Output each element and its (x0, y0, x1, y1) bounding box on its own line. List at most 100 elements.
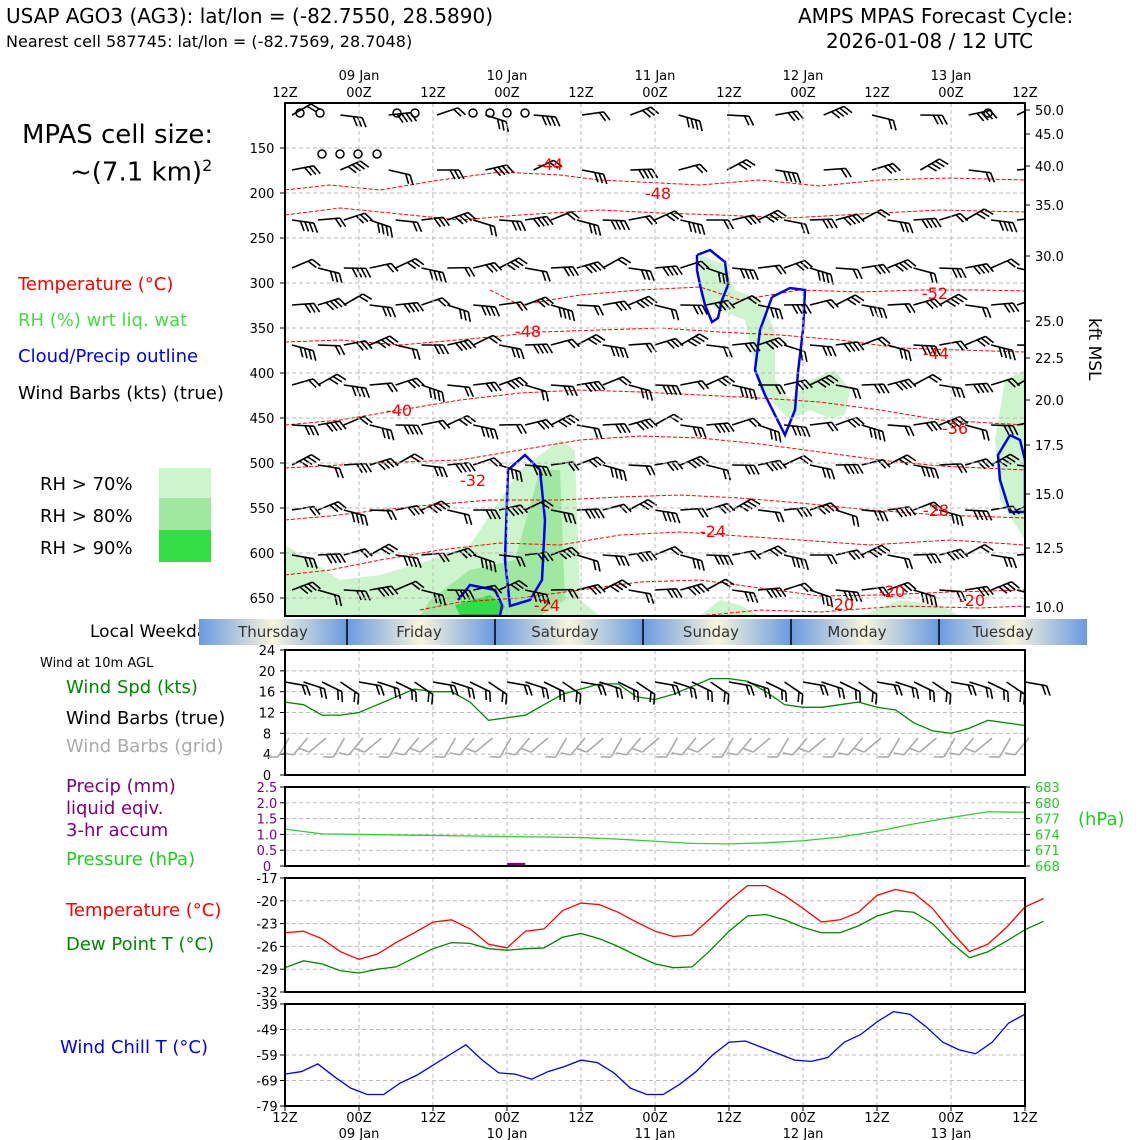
wind-barb-grid (600, 737, 623, 758)
barb-feather (770, 461, 779, 471)
wind-barb (678, 114, 703, 132)
wind-barb-true (987, 681, 1010, 702)
barb-feather (797, 691, 800, 703)
barb-feather (442, 419, 451, 429)
barb-feather (1024, 422, 1025, 432)
barb-feather (765, 341, 775, 350)
wind-barb (473, 424, 499, 440)
barb-staff (932, 681, 952, 695)
barb-feather (544, 499, 554, 507)
barb-feather (558, 420, 568, 428)
y-tick-label: 600 (250, 547, 275, 562)
barb-feather (779, 512, 785, 523)
barb-feather (428, 387, 433, 399)
barb-feather (830, 469, 836, 480)
barb-feather (407, 556, 413, 567)
top-hour-label: 00Z (494, 86, 520, 101)
wind-barb-grid (822, 737, 845, 758)
barb-feather (778, 432, 782, 443)
top-hour-label: 00Z (938, 86, 964, 101)
barb-feather (467, 211, 477, 220)
barb-feather (497, 166, 506, 176)
wind-barb-true (469, 681, 492, 702)
y-tick-label: 250 (250, 232, 275, 247)
barb-feather (748, 115, 755, 126)
wind-barb-grid (711, 737, 734, 758)
wind-barb (576, 333, 606, 346)
barb-feather (835, 109, 845, 117)
barb-feather (977, 383, 985, 394)
barb-feather (822, 756, 834, 758)
barb-feather (304, 221, 310, 232)
wind-barb (447, 461, 476, 473)
temperature-contour (285, 531, 1025, 576)
wind-barb (939, 463, 968, 474)
barb-feather (441, 500, 451, 508)
barb-feather (496, 118, 501, 130)
barb-feather (541, 115, 548, 126)
barb-staff (783, 259, 805, 269)
barb-feather (765, 215, 775, 223)
barb-feather (1028, 376, 1037, 386)
wind-barb (732, 341, 761, 353)
barb-feather (744, 269, 750, 280)
barb-feather (537, 421, 546, 430)
barb-staff (861, 208, 882, 221)
wind-barb (679, 333, 709, 347)
barb-feather (336, 373, 347, 381)
station-title: USAP AGO3 (AG3): lat/lon = (-82.7550, 28… (6, 4, 493, 28)
barb-staff (792, 737, 808, 756)
wind-barb (369, 335, 399, 349)
barb-feather (514, 581, 524, 590)
barb-feather (830, 111, 841, 119)
rh80-label: RH > 80% (40, 506, 133, 527)
bottom-hour-label: 00Z (494, 1111, 520, 1126)
barb-feather (796, 426, 802, 437)
barb-feather (1005, 455, 1016, 463)
barb-feather (510, 379, 520, 388)
wind-barb (731, 417, 762, 428)
wind-barb (887, 424, 915, 437)
wind-barb (939, 267, 967, 279)
wind-barb (731, 384, 758, 401)
wind-barb (524, 464, 552, 477)
barb-feather (598, 112, 607, 122)
wind-barb-true (303, 681, 328, 700)
wind-barb (731, 294, 761, 306)
barb-feather (950, 419, 960, 428)
barb-staff (443, 737, 457, 758)
wind-barb (317, 217, 347, 228)
barb-feather (299, 347, 304, 358)
wind-barb (550, 266, 580, 277)
barb-feather (878, 264, 886, 274)
barb-feather (960, 388, 966, 399)
barb-feather (767, 756, 778, 758)
wind-barb (809, 421, 839, 432)
barb-feather (390, 262, 399, 272)
wind-barb (871, 162, 902, 174)
barb-feather (745, 684, 751, 696)
cell-size-value: ~(7.1 km)2 (70, 156, 212, 188)
barb-feather (1032, 272, 1039, 282)
wind-barb (369, 262, 399, 273)
wind-barb-true (340, 681, 360, 705)
barb-feather (541, 420, 550, 429)
barb-feather (977, 265, 986, 274)
wind-barb (395, 505, 425, 516)
pressure-line (284, 811, 1026, 845)
barb-feather (363, 415, 373, 424)
barb-feather (501, 691, 504, 703)
wind-barb-grid (798, 737, 827, 753)
wind-barb (732, 464, 760, 475)
wind-barb (472, 334, 502, 346)
temperature-contour-label: -36 (942, 419, 968, 438)
barb-feather (826, 300, 835, 309)
barb-feather (701, 427, 707, 438)
temperature-contour-label: -20 (959, 591, 985, 610)
barb-feather (537, 552, 545, 563)
barb-feather (541, 270, 547, 282)
barb-feather (303, 348, 308, 359)
barb-feather (1007, 303, 1015, 313)
barb-feather (830, 502, 839, 511)
barb-feather (442, 344, 450, 355)
